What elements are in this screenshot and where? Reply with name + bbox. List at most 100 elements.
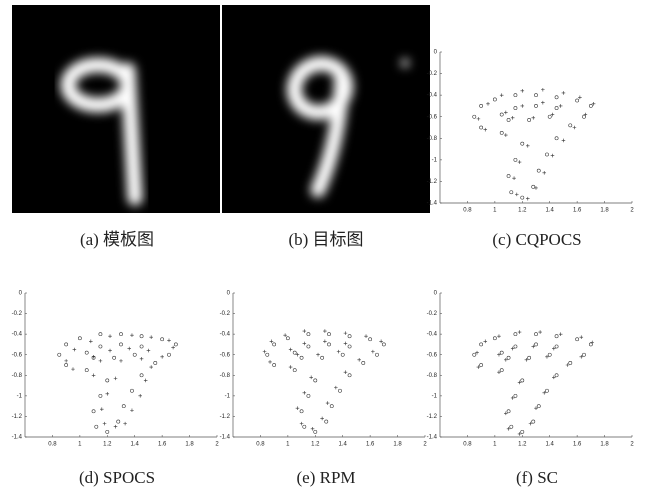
point-plus <box>357 358 361 362</box>
y-tick-label: -0.8 <box>427 136 438 142</box>
y-tick-label: -0.4 <box>220 332 231 338</box>
y-tick-label: -1.2 <box>427 414 438 420</box>
point-circle <box>500 131 503 134</box>
x-tick-label: 2 <box>423 442 427 448</box>
y-tick-label: -0.2 <box>220 311 231 317</box>
point-plus <box>504 133 508 137</box>
point-circle <box>582 353 585 356</box>
point-plus <box>541 101 545 105</box>
point-circle <box>154 361 157 364</box>
point-circle <box>480 363 483 366</box>
point-circle <box>85 351 88 354</box>
point-circle <box>510 425 513 428</box>
point-circle <box>473 353 476 356</box>
point-circle <box>555 137 558 140</box>
point-circle <box>521 430 524 433</box>
point-circle <box>514 333 517 336</box>
point-plus <box>515 193 519 197</box>
point-plus <box>511 116 515 120</box>
point-circle <box>117 420 120 423</box>
point-circle <box>95 425 98 428</box>
y-tick-label: -1.4 <box>427 435 438 441</box>
y-tick-label: -0.4 <box>427 93 438 99</box>
point-circle <box>348 345 351 348</box>
point-plus <box>92 373 96 377</box>
point-circle <box>569 124 572 127</box>
point-plus <box>167 339 171 343</box>
point-plus <box>590 341 594 345</box>
caption: (d) SPOCS <box>79 468 155 487</box>
point-circle <box>65 343 68 346</box>
point-circle <box>58 353 61 356</box>
y-tick-label: -1.2 <box>427 179 438 185</box>
point-circle <box>521 142 524 145</box>
point-plus <box>344 370 348 374</box>
point-plus <box>371 350 375 354</box>
point-circle <box>537 405 540 408</box>
y-tick-label: -0.6 <box>220 352 231 358</box>
point-plus <box>483 128 487 132</box>
point-circle <box>327 333 330 336</box>
point-plus <box>323 340 327 344</box>
point-circle <box>92 410 95 413</box>
point-circle <box>521 379 524 382</box>
y-tick-label: -1 <box>17 393 23 399</box>
point-circle <box>325 420 328 423</box>
point-plus <box>518 160 522 164</box>
x-tick-label: 0.8 <box>463 208 472 214</box>
y-tick-label: -1 <box>225 393 231 399</box>
x-tick-label: 1.6 <box>158 442 167 448</box>
point-plus <box>64 359 68 363</box>
point-plus <box>103 422 107 426</box>
point-circle <box>338 389 341 392</box>
point-circle <box>161 338 164 341</box>
point-plus <box>263 350 267 354</box>
point-circle <box>133 353 136 356</box>
point-circle <box>369 338 372 341</box>
point-plus <box>344 342 348 346</box>
x-tick-label: 1.4 <box>546 442 555 448</box>
x-tick-label: 1.8 <box>600 208 609 214</box>
y-tick-label: -1.2 <box>12 414 23 420</box>
point-circle <box>589 104 592 107</box>
point-circle <box>106 430 109 433</box>
point-circle <box>362 361 365 364</box>
point-circle <box>174 343 177 346</box>
point-plus <box>73 348 77 352</box>
point-circle <box>500 113 503 116</box>
x-tick-label: 1.6 <box>573 208 582 214</box>
y-tick-label: -1.4 <box>220 435 231 441</box>
point-circle <box>500 351 503 354</box>
point-circle <box>521 196 524 199</box>
point-circle <box>314 430 317 433</box>
point-plus <box>512 176 516 180</box>
point-circle <box>528 356 531 359</box>
x-tick-label: 2 <box>630 442 634 448</box>
point-plus <box>119 359 123 363</box>
scatter-chart: 0-0.2-0.4-0.6-0.8-1-1.2-1.40.811.21.41.6… <box>220 291 428 448</box>
point-plus <box>99 359 103 363</box>
point-circle <box>119 333 122 336</box>
point-circle <box>348 335 351 338</box>
x-tick-label: 1 <box>78 442 82 448</box>
point-circle <box>555 335 558 338</box>
point-circle <box>307 345 310 348</box>
point-circle <box>548 115 551 118</box>
point-plus <box>71 367 75 371</box>
point-circle <box>106 379 109 382</box>
x-tick-label: 1 <box>493 208 497 214</box>
point-circle <box>321 356 324 359</box>
point-circle <box>286 337 289 340</box>
point-circle <box>493 98 496 101</box>
point-plus <box>526 144 530 148</box>
point-plus <box>123 422 127 426</box>
point-circle <box>119 343 122 346</box>
point-circle <box>507 174 510 177</box>
point-plus <box>108 349 112 353</box>
caption: (b) 目标图 <box>288 230 363 249</box>
point-circle <box>480 343 483 346</box>
point-plus <box>138 394 142 398</box>
point-plus <box>296 406 300 410</box>
point-circle <box>537 169 540 172</box>
y-tick-label: -1 <box>432 393 438 399</box>
